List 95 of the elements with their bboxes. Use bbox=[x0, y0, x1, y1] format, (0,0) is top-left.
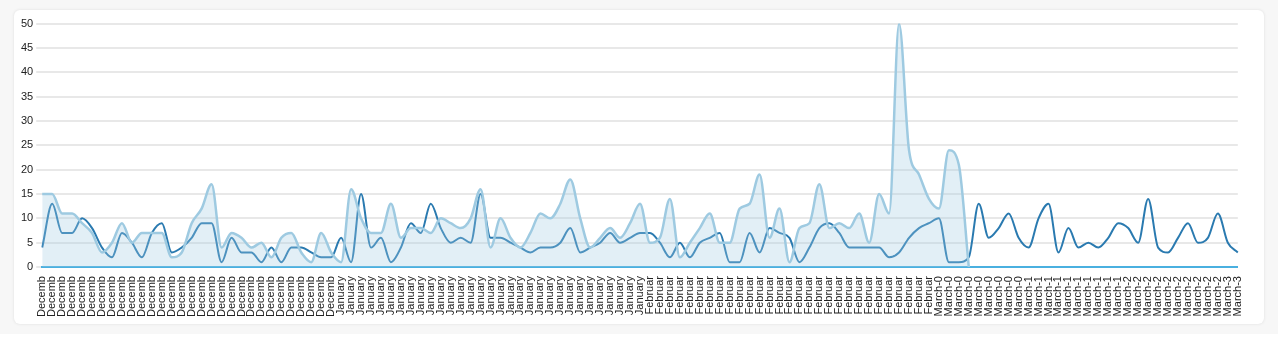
y-tick-label: 20 bbox=[20, 162, 34, 175]
y-tick-label: 15 bbox=[20, 187, 34, 200]
x-tick-label: Decemb bbox=[45, 276, 58, 318]
x-tick-label: Februar bbox=[692, 275, 705, 315]
x-tick-label: Februar bbox=[782, 275, 795, 315]
x-tick-label: Decemb bbox=[314, 276, 327, 318]
x-tick-label: Decemb bbox=[224, 276, 237, 318]
x-tick-label: Februar bbox=[682, 275, 695, 315]
x-tick-label: March-3 bbox=[1220, 276, 1233, 317]
x-tick-label: Februar bbox=[652, 275, 665, 315]
x-tick-label: March-0 bbox=[941, 276, 954, 317]
y-tick-label: 5 bbox=[27, 235, 34, 248]
x-tick-label: Februar bbox=[772, 275, 785, 315]
x-tick-label: March-2 bbox=[1200, 276, 1213, 317]
x-tick-label: Februar bbox=[872, 275, 885, 315]
x-tick-label: Decemb bbox=[85, 276, 98, 318]
x-tick-label: March-0 bbox=[1011, 276, 1024, 317]
x-tick-label: Decemb bbox=[55, 276, 68, 318]
x-tick-label: Decemb bbox=[254, 276, 267, 318]
x-tick-label: March-1 bbox=[1031, 276, 1044, 317]
x-tick-label: Februar bbox=[832, 275, 845, 315]
x-tick-label: March-1 bbox=[1061, 276, 1074, 317]
x-tick-label: March-0 bbox=[991, 276, 1004, 317]
x-tick-label: Februar bbox=[882, 275, 895, 315]
x-tick-label: Decemb bbox=[194, 276, 207, 318]
x-tick-label: Februar bbox=[802, 275, 815, 315]
x-tick-label: March-1 bbox=[1041, 276, 1054, 317]
x-tick-label: March-1 bbox=[1051, 276, 1064, 317]
y-tick-label: 40 bbox=[20, 65, 34, 78]
x-tick-label: March-2 bbox=[1161, 276, 1174, 317]
x-tick-label: Decemb bbox=[174, 276, 187, 318]
y-tick-label: 35 bbox=[20, 89, 34, 102]
x-tick-label: Decemb bbox=[164, 276, 177, 318]
x-tick-label: Februar bbox=[712, 275, 725, 315]
x-tick-label: March-1 bbox=[1021, 276, 1034, 317]
x-tick-label: March-0 bbox=[961, 276, 974, 317]
x-tick-label: March-1 bbox=[1101, 276, 1114, 317]
x-tick-label: Februar bbox=[732, 275, 745, 315]
x-tick-label: Februar bbox=[752, 275, 765, 315]
x-tick-label: March-1 bbox=[1081, 276, 1094, 317]
x-tick-label: January bbox=[334, 275, 347, 316]
y-tick-label: 50 bbox=[20, 16, 34, 29]
x-tick-label: March-1 bbox=[1091, 276, 1104, 317]
x-tick-label: March-2 bbox=[1131, 276, 1144, 317]
x-tick-label: Decemb bbox=[134, 276, 147, 318]
x-tick-label: Februar bbox=[792, 275, 805, 315]
x-tick-label: Februar bbox=[842, 275, 855, 315]
x-tick-label: Februar bbox=[722, 275, 735, 315]
x-tick-label: March-2 bbox=[1171, 276, 1184, 317]
x-tick-label: Decemb bbox=[124, 276, 137, 318]
x-tick-label: Decemb bbox=[284, 276, 297, 318]
x-tick-label: Februar bbox=[762, 275, 775, 315]
x-tick-label: Februar bbox=[852, 275, 865, 315]
y-tick-label: 0 bbox=[27, 260, 34, 273]
x-tick-label: March-2 bbox=[1121, 276, 1134, 317]
x-tick-label: Decemb bbox=[294, 276, 307, 318]
y-tick-label: 30 bbox=[20, 114, 34, 127]
x-tick-label: March-0 bbox=[971, 276, 984, 317]
x-tick-label: March-1 bbox=[1111, 276, 1124, 317]
x-tick-label: Februar bbox=[812, 275, 825, 315]
x-tick-label: March-1 bbox=[1071, 276, 1084, 317]
x-tick-label: Februar bbox=[662, 275, 675, 315]
x-tick-label: March-0 bbox=[981, 276, 994, 317]
y-tick-label: 45 bbox=[20, 40, 34, 53]
x-tick-label: Decemb bbox=[304, 276, 317, 318]
x-tick-label: Decemb bbox=[184, 276, 197, 318]
x-tick-label: March-0 bbox=[931, 276, 944, 317]
x-tick-label: Decemb bbox=[75, 276, 88, 318]
x-tick-label: Februar bbox=[702, 275, 715, 315]
x-tick-label: March-3 bbox=[1230, 276, 1243, 317]
x-tick-label: March-0 bbox=[951, 276, 964, 317]
x-tick-label: Decemb bbox=[144, 276, 157, 318]
y-tick-label: 10 bbox=[20, 211, 34, 224]
x-tick-label: Decemb bbox=[214, 276, 227, 318]
x-tick-label: Februar bbox=[742, 275, 755, 315]
x-tick-label: Decemb bbox=[154, 276, 167, 318]
x-tick-label: Decemb bbox=[95, 276, 108, 318]
x-tick-label: March-2 bbox=[1151, 276, 1164, 317]
x-tick-label: Decemb bbox=[65, 276, 78, 318]
x-tick-label: March-0 bbox=[1001, 276, 1014, 317]
x-tick-label: Decemb bbox=[35, 276, 48, 318]
x-tick-label: Decemb bbox=[274, 276, 287, 318]
x-tick-label: Decemb bbox=[324, 276, 337, 318]
y-tick-label: 25 bbox=[20, 138, 34, 151]
x-tick-label: Decemb bbox=[264, 276, 277, 318]
x-tick-label: Decemb bbox=[234, 276, 247, 318]
x-tick-label: Februar bbox=[902, 275, 915, 315]
x-tick-label: March-2 bbox=[1141, 276, 1154, 317]
x-tick-label: Februar bbox=[892, 275, 905, 315]
x-tick-label: Februar bbox=[672, 275, 685, 315]
x-tick-label: Februar bbox=[822, 275, 835, 315]
x-tick-label: Februar bbox=[862, 275, 875, 315]
x-tick-label: March-2 bbox=[1210, 276, 1223, 317]
x-tick-label: Decemb bbox=[204, 276, 217, 318]
x-tick-label: Decemb bbox=[244, 276, 257, 318]
